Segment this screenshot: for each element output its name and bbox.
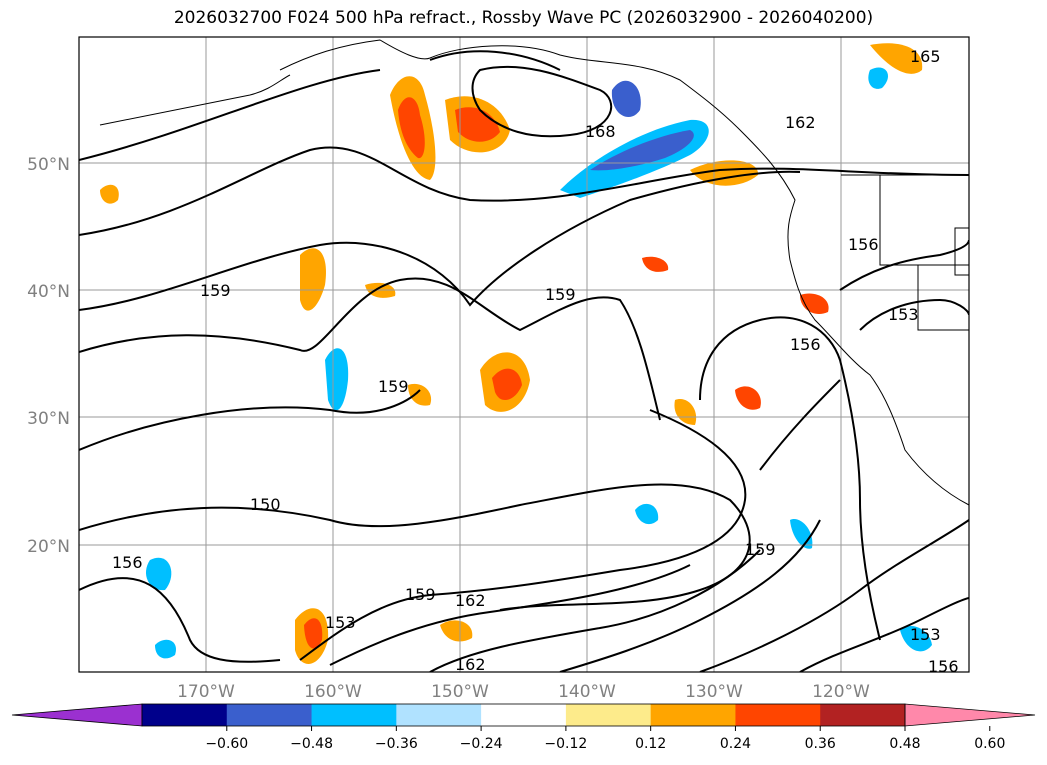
negative-anomaly-north — [611, 80, 641, 118]
negative-anomaly-1 — [635, 503, 659, 525]
lon-ticks: 170°W 160°W 150°W 140°W 130°W 120°W — [177, 682, 870, 702]
contour-label-159-e: 159 — [745, 540, 776, 559]
contour-label-156-sw: 156 — [112, 553, 143, 572]
colorbar-tick-label: −0.60 — [205, 736, 248, 752]
height-contours — [79, 50, 969, 672]
colorbar-segment — [481, 704, 567, 726]
colorbar-segment — [396, 704, 482, 726]
lat-tick-40: 40°N — [27, 282, 70, 302]
colorbar-extend-high — [904, 703, 1036, 727]
colorbar-tick-label: −0.12 — [544, 736, 587, 752]
contour-label-156-se: 156 — [928, 657, 959, 676]
contour-label-165: 165 — [910, 47, 941, 66]
lon-tick-170w: 170°W — [177, 682, 235, 702]
contour-labels: 168 162 165 159 159 159 156 153 156 150 … — [112, 47, 959, 676]
lon-tick-160w: 160°W — [304, 682, 362, 702]
positive-anomaly-s2 — [440, 620, 473, 642]
colorbar-tick-label: −0.48 — [290, 736, 333, 752]
negative-anomaly-4 — [900, 625, 932, 652]
colorbar-tick-label: 0.12 — [635, 736, 666, 752]
contour-label-162-bottom: 162 — [455, 655, 486, 674]
positive-anomaly-ne2 — [870, 43, 923, 74]
lat-tick-50: 50°N — [27, 155, 70, 175]
colorbar-tick-label: 0.36 — [805, 736, 836, 752]
lon-tick-130w: 130°W — [685, 682, 743, 702]
contour-label-162-s: 162 — [455, 591, 486, 610]
contour-label-153-s: 153 — [325, 613, 356, 632]
contour-label-159-s: 159 — [405, 585, 436, 604]
lat-ticks: 50°N 40°N 30°N 20°N — [27, 155, 70, 557]
positive-anomaly-bering-core — [455, 107, 500, 142]
colorbar-tick-label: 0.24 — [720, 736, 751, 752]
negative-anomaly-6 — [155, 639, 176, 659]
positive-anomaly-west — [300, 248, 326, 311]
lon-tick-140w: 140°W — [558, 682, 616, 702]
colorbar-tick-label: 0.60 — [974, 736, 1005, 752]
colorbar-segment — [735, 704, 821, 726]
negative-anomaly-alaska-core — [590, 130, 694, 171]
colorbar-extend-low — [11, 703, 143, 727]
lat-tick-30: 30°N — [27, 409, 70, 429]
lon-tick-120w: 120°W — [812, 682, 870, 702]
colorbar-segment — [565, 704, 652, 726]
contour-label-153-ne: 153 — [888, 305, 919, 324]
colorbar-tick-label: 0.48 — [889, 736, 920, 752]
colorbar-tick-label: −0.36 — [375, 736, 418, 752]
colorbar-tick-label: −0.24 — [460, 736, 503, 752]
colorbar-segment — [142, 704, 228, 726]
gridlines — [79, 37, 969, 672]
contour-label-156-e: 156 — [790, 335, 821, 354]
colorbar-segment — [311, 704, 397, 726]
positive-anomaly-ne — [690, 160, 759, 186]
colorbar-segment — [820, 704, 906, 726]
positive-anomaly-central-core — [492, 368, 522, 401]
contour-label-156-ne: 156 — [848, 235, 879, 254]
colorbar-segment — [226, 704, 313, 726]
colorbar: −0.60 −0.48 −0.36 −0.24 −0.12 0.12 0.24 0.36 0.4… — [11, 703, 1036, 752]
contour-label-159-a: 159 — [200, 281, 231, 300]
contour-label-162-ne: 162 — [785, 113, 816, 132]
anomaly-shading — [100, 43, 932, 664]
contour-label-168: 168 — [585, 122, 616, 141]
positive-anomaly-c2 — [642, 256, 669, 272]
negative-anomaly-west — [325, 348, 349, 411]
contour-label-150-w: 150 — [250, 495, 281, 514]
lon-tick-150w: 150°W — [431, 682, 489, 702]
positive-anomaly-e1 — [735, 386, 761, 410]
contour-label-159-c: 159 — [378, 377, 409, 396]
map-frame — [78, 36, 970, 673]
negative-anomaly-5 — [868, 67, 889, 89]
map-area — [79, 37, 969, 672]
positive-anomaly-e2 — [674, 399, 697, 425]
lat-tick-20: 20°N — [27, 537, 70, 557]
contour-label-153-se: 153 — [910, 625, 941, 644]
positive-anomaly-nw — [100, 184, 119, 204]
contour-label-159-b: 159 — [545, 285, 576, 304]
positive-anomaly-aleutian-core — [398, 97, 425, 159]
map-title: 2026032700 F024 500 hPa refract., Rossby… — [173, 8, 874, 28]
colorbar-outline — [141, 703, 906, 727]
positive-anomaly-south-core — [304, 618, 323, 649]
positive-anomaly-w3 — [408, 383, 432, 406]
negative-anomaly-3 — [145, 557, 172, 591]
colorbar-segment — [650, 704, 736, 726]
